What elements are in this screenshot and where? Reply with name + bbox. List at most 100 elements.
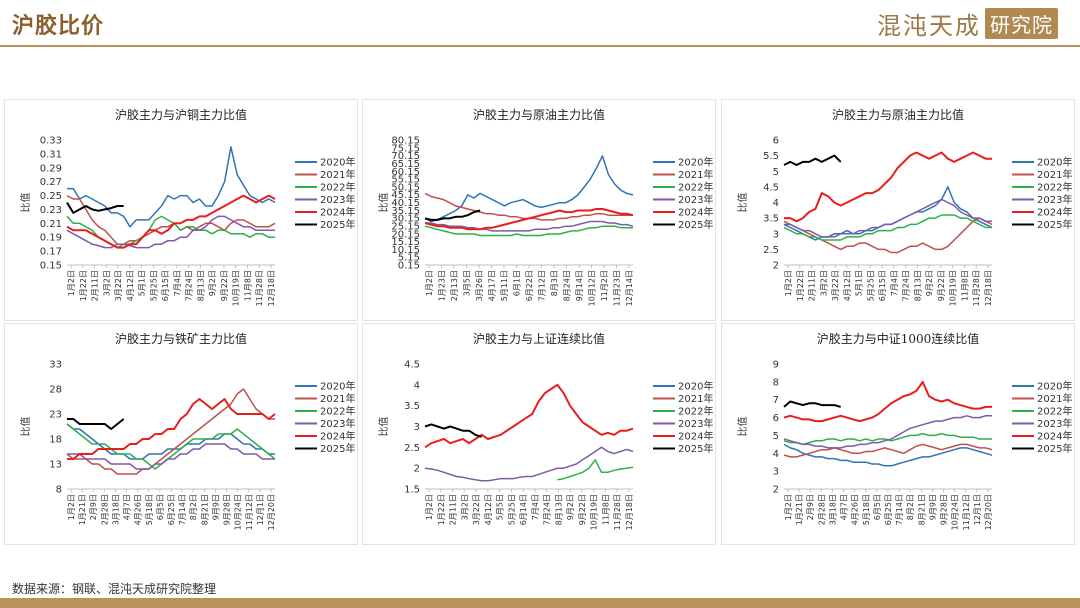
chart-title: 沪胶主力与原油主力比值: [473, 107, 605, 122]
legend-label: 2024年: [320, 206, 355, 219]
series-line: [784, 151, 992, 223]
x-tick-label: 12月1日: [256, 494, 265, 525]
y-tick-label: 20.15: [391, 229, 420, 240]
x-tick-label: 10月24日: [234, 494, 243, 530]
x-tick-label: 1月2日: [425, 494, 434, 520]
x-tick-label: 10月19日: [590, 494, 599, 530]
series-line: [66, 215, 275, 249]
x-tick-label: 9月28日: [940, 494, 949, 525]
x-tick-label: 2月11日: [808, 270, 817, 301]
x-tick-label: 10月24日: [951, 494, 960, 530]
y-tick-label: 6: [773, 413, 779, 424]
y-tick-label: 9: [773, 360, 779, 371]
y-tick-label: 0.25: [40, 191, 62, 202]
legend-label: 2023年: [678, 193, 713, 206]
legend-label: 2022年: [678, 405, 713, 418]
series-line: [67, 443, 275, 470]
y-axis-label: 比值: [19, 193, 32, 213]
y-tick-label: 33: [49, 360, 62, 371]
x-tick-label: 1月21日: [795, 494, 804, 525]
legend-label: 2020年: [1037, 380, 1072, 393]
y-tick-label: 5.15: [398, 253, 420, 264]
legend-label: 2021年: [1037, 392, 1072, 405]
x-tick-label: 9月28日: [223, 494, 232, 525]
legend-label: 2022年: [1037, 405, 1072, 418]
x-tick-label: 2月9日: [89, 494, 98, 520]
x-tick-label: 3月22日: [114, 270, 123, 301]
series-line: [424, 155, 634, 223]
x-tick-label: 6月5日: [873, 494, 882, 520]
legend-label: 2025年: [1037, 218, 1072, 231]
y-tick-label: 8: [56, 485, 62, 496]
x-tick-label: 9月2日: [566, 494, 575, 520]
series-line: [783, 380, 992, 423]
y-tick-label: 10.15: [391, 245, 420, 256]
chart-title: 沪胶主力与铁矿主力比值: [115, 331, 247, 346]
x-tick-label: 7月4日: [890, 270, 899, 296]
legend-label: 2023年: [1037, 193, 1072, 206]
y-tick-label: 18: [49, 435, 62, 446]
series-line: [425, 220, 634, 232]
chart-panel-2: 沪胶主力与原油主力比值 比值 80.15 75.15 70.15 65.15 60.15 55…: [362, 99, 716, 321]
legend-label: 2025年: [1037, 442, 1072, 455]
x-tick-label: 9月22日: [220, 270, 229, 301]
x-tick-label: 7月12日: [538, 270, 547, 301]
legend-label: 2020年: [320, 380, 355, 393]
x-tick-label: 3月22日: [472, 494, 481, 525]
y-tick-label: 40.15: [391, 198, 420, 209]
y-tick-label: 23: [49, 410, 62, 421]
x-tick-label: 3月2日: [460, 494, 469, 520]
y-tick-label: 5: [773, 431, 779, 442]
y-axis-label: 比值: [377, 193, 390, 213]
x-tick-label: 12月14日: [625, 270, 634, 306]
y-tick-label: 0.29: [40, 163, 62, 174]
legend-label: 2025年: [320, 442, 355, 455]
series-line: [783, 154, 842, 166]
x-tick-label: 8月21日: [917, 494, 926, 525]
series-line: [67, 398, 276, 460]
y-tick-label: 0.23: [40, 205, 62, 216]
x-tick-label: 2月11日: [91, 270, 100, 301]
x-tick-label: 2月11日: [449, 494, 458, 525]
series-line: [783, 400, 841, 408]
y-tick-label: 35.15: [391, 206, 420, 217]
legend-label: 2021年: [678, 392, 713, 405]
x-tick-label: 11月2日: [600, 270, 609, 301]
x-tick-label: 7月4日: [531, 494, 540, 520]
y-tick-label: 4: [773, 449, 779, 460]
legend-label: 2022年: [678, 181, 713, 194]
y-tick-label: 45.15: [391, 190, 420, 201]
x-tick-label: 5月1日: [855, 270, 864, 296]
x-tick-label: 5月25日: [149, 270, 158, 301]
series-line: [66, 194, 276, 245]
x-tick-label: 6月15日: [878, 270, 887, 301]
x-tick-label: 9月9日: [928, 494, 937, 520]
y-tick-label: 60.15: [391, 167, 420, 178]
x-tick-label: 9月22日: [937, 270, 946, 301]
y-tick-label: 3.5: [404, 401, 420, 412]
x-tick-label: 12月18日: [267, 270, 276, 306]
y-tick-label: 0.33: [40, 136, 62, 147]
x-tick-label: 2月9日: [806, 494, 815, 520]
legend-label: 2022年: [320, 181, 355, 194]
x-tick-label: 1月22日: [437, 494, 446, 525]
x-tick-label: 9月2日: [925, 270, 934, 296]
x-tick-label: 8月2日: [189, 494, 198, 520]
x-tick-label: 1月23日: [438, 270, 447, 301]
x-tick-label: 2月28日: [817, 494, 826, 525]
x-tick-label: 12月20日: [984, 494, 993, 530]
y-tick-label: 0.15: [398, 261, 420, 272]
y-tick-label: 0.17: [40, 247, 62, 258]
series-line: [66, 201, 124, 214]
x-tick-label: 6月14日: [519, 494, 528, 525]
x-tick-label: 5月18日: [862, 494, 871, 525]
legend-label: 2024年: [678, 206, 713, 219]
series-line: [67, 418, 125, 430]
legend-label: 2020年: [678, 380, 713, 393]
series-line: [424, 423, 483, 438]
x-tick-label: 4月7日: [123, 494, 132, 520]
chart-title: 沪胶主力与上证连续比值: [473, 331, 605, 346]
y-tick-label: 28: [49, 385, 62, 396]
